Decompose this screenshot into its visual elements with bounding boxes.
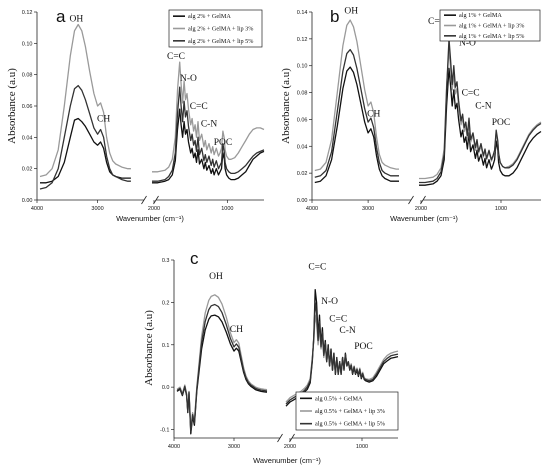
x-tick-label: 2000 — [415, 206, 427, 212]
peak-annotation: N-O — [459, 39, 476, 49]
legend: alg 1% + GelMA alg 1% + GelMA + lip 3% alg… — [439, 9, 541, 42]
peak-annotation: C-N — [475, 102, 492, 112]
series-line-2-seg1 — [39, 23, 131, 178]
y-tick-label: 0.12 — [297, 37, 308, 43]
x-tick-label: 4000 — [168, 444, 180, 450]
chart-panel-c: -0.1 0.0 0.1 0.2 0.3 4000 3000 2000 1000 Wavenumb… — [143, 249, 399, 465]
y-tick-label: 0.08 — [22, 73, 33, 79]
chart-panel-b: 0.00 0.02 0.04 0.06 0.08 0.10 0.12 0.14 4000 3000… — [280, 6, 542, 223]
legend-entry: alg 0.5% + GelMA + lip 3% — [315, 408, 385, 415]
legend-entry: alg 0.5% + GelMA — [315, 395, 363, 402]
x-axis-label: Wavenumber (cm⁻¹) — [390, 214, 458, 223]
series-line-2-seg2 — [419, 48, 542, 180]
peak-annotation: POC — [354, 342, 372, 352]
legend-entry: alg 0.5% + GelMA + lip 5% — [315, 421, 385, 428]
y-tick-label: 0.14 — [297, 10, 308, 16]
x-tick-label: 1000 — [495, 206, 507, 212]
axis-break-mark — [141, 195, 147, 205]
legend-entry: alg 1% + GelMA + lip 3% — [459, 23, 524, 30]
y-tick-label: 0.10 — [297, 64, 308, 70]
series-line-2-seg1 — [176, 294, 268, 431]
peak-annotation: C=C — [329, 314, 347, 324]
legend: alg 0.5% + GelMA alg 0.5% + GelMA + lip 3… — [295, 391, 399, 431]
legend-entry: alg 1% + GelMA — [459, 12, 502, 19]
legend-entry: alg 1% + GelMA + lip 5% — [459, 33, 524, 40]
x-axis-label: Wavenumber (cm⁻¹) — [253, 456, 321, 465]
peak-annotation: OH — [209, 272, 223, 282]
series-line-2-seg1 — [314, 19, 399, 172]
series-line-3-seg2 — [419, 38, 542, 184]
peak-annotation: OH — [344, 6, 358, 16]
x-tick-label: 3000 — [91, 206, 103, 212]
chart-panel-a: 0.00 0.02 0.04 0.06 0.08 0.10 0.12 4000 3000 2000… — [6, 7, 265, 223]
y-tick-label: -0.1 — [160, 428, 169, 434]
series-line-2-seg2 — [152, 61, 265, 173]
axis-break-mark — [277, 433, 283, 443]
legend-box — [295, 391, 399, 431]
series-line-3-seg1 — [39, 84, 131, 190]
y-axis-label: Absorbance (a.u) — [280, 68, 292, 144]
x-axis-label: Wavenumber (cm⁻¹) — [116, 214, 184, 223]
y-tick-label: 0.2 — [162, 300, 170, 306]
x-tick-label: 2000 — [148, 206, 160, 212]
peak-annotation: OH — [69, 14, 83, 24]
peak-annotation: C=C — [167, 52, 185, 62]
y-tick-label: 0.04 — [22, 135, 33, 141]
y-tick-label: 0.12 — [22, 10, 33, 16]
axis-break-mark — [408, 195, 414, 205]
legend-box — [439, 9, 541, 42]
x-tick-label: 1000 — [221, 206, 233, 212]
y-tick-label: 0.06 — [22, 104, 33, 110]
series-line-3-seg1 — [314, 48, 399, 178]
y-tick-label: 0.00 — [22, 198, 33, 204]
y-tick-label: 0.1 — [162, 343, 170, 349]
series-line-3-seg2 — [152, 86, 265, 182]
x-tick-label: 4000 — [306, 206, 318, 212]
x-tick-label: 1000 — [356, 444, 368, 450]
y-tick-label: 0.0 — [162, 385, 170, 391]
panel-label: c — [190, 249, 199, 268]
y-tick-label: 0.06 — [297, 117, 308, 123]
legend-entry: alg 2% + GelMA + lip 3% — [188, 26, 253, 33]
series-line-1-seg1 — [40, 117, 131, 184]
y-tick-label: 0.04 — [297, 144, 308, 150]
y-axis-label: Absorbance (a.u) — [6, 68, 18, 144]
y-tick-label: 0.10 — [22, 41, 33, 47]
peak-annotation: N-O — [321, 297, 338, 307]
peak-annotation: C=C — [190, 102, 208, 112]
peak-annotation: C-N — [339, 326, 356, 336]
y-axis-label: Absorbance (a.u) — [143, 310, 155, 386]
peak-annotation: C=C — [428, 17, 446, 27]
peak-annotation: POC — [492, 118, 510, 128]
peak-annotation: POC — [214, 138, 232, 148]
x-tick-label: 3000 — [362, 206, 374, 212]
panel-label: a — [56, 7, 66, 26]
x-tick-label: 2000 — [284, 444, 296, 450]
peak-annotation: CH — [97, 115, 110, 125]
series-line-1-seg2 — [152, 108, 265, 184]
x-tick-label: 3000 — [228, 444, 240, 450]
legend-entry: alg 2% + GelMA — [188, 13, 231, 20]
series-line-1-seg2 — [419, 67, 542, 186]
peak-annotation: CH — [230, 325, 243, 335]
y-tick-label: 0.02 — [297, 171, 308, 177]
y-tick-label: 0.02 — [22, 167, 33, 173]
panel-label: b — [330, 7, 339, 26]
series-line-3-seg1 — [176, 303, 268, 433]
peak-annotation: C-N — [201, 119, 218, 129]
legend-entry: alg 2% + GelMA + lip 5% — [188, 38, 253, 45]
x-tick-label: 4000 — [31, 206, 43, 212]
y-tick-label: 0.3 — [162, 258, 170, 264]
peak-annotation: C=C — [308, 262, 326, 272]
peak-annotation: CH — [367, 110, 380, 120]
peak-annotation: C=C — [462, 88, 480, 98]
y-tick-label: 0.00 — [297, 198, 308, 204]
series-line-1-seg2 — [285, 289, 399, 407]
legend: alg 2% + GelMA alg 2% + GelMA + lip 3% alg… — [168, 9, 263, 48]
peak-annotation: N-O — [180, 74, 197, 84]
series-line-3-seg2 — [285, 301, 399, 405]
series-line-1-seg1 — [314, 66, 399, 184]
y-tick-label: 0.08 — [297, 91, 308, 97]
